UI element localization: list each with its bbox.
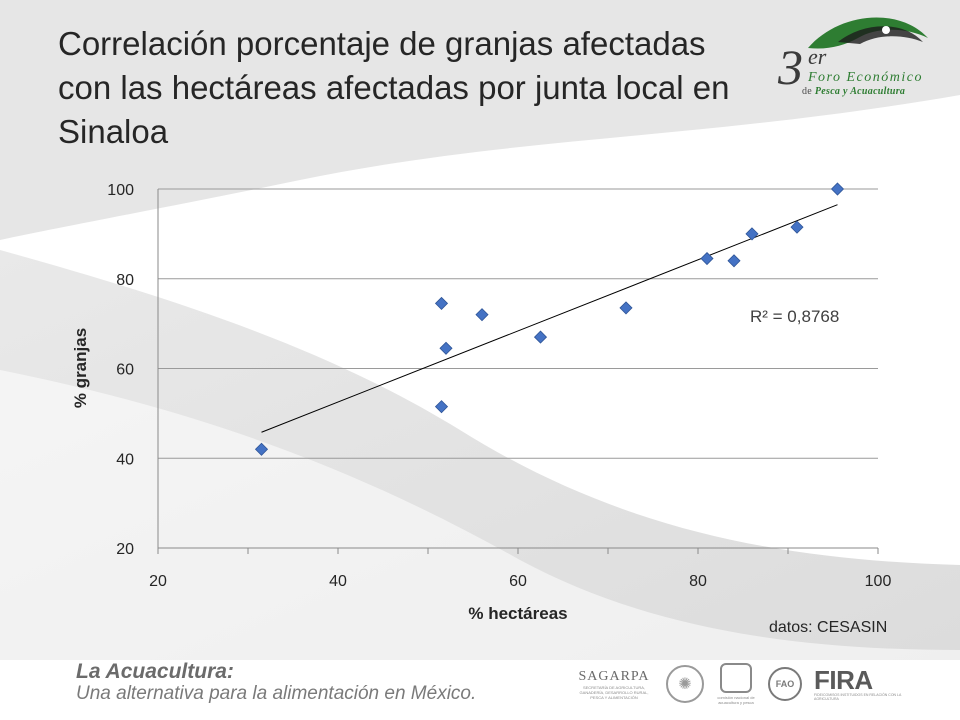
data-point [745,227,759,241]
data-point [434,296,449,310]
conapesca-logo-icon [720,663,752,693]
data-point [790,220,804,234]
y-axis-label: % granjas [71,328,90,408]
points-group [254,182,845,456]
y-tick-label: 100 [107,182,134,199]
logo-line1: Foro Económico [808,70,923,85]
sagarpa-logo: SAGARPA SECRETARÍA DE AGRICULTURA, GANAD… [574,669,654,700]
fao-logo-icon: FAO [768,667,802,701]
logo-number: 3 [778,39,803,95]
data-point [830,182,845,196]
tick-labels: 20 40 60 80 100 20 40 60 80 100 [107,182,891,590]
fira-description: FIDEICOMISOS INSTITUIDOS EN RELACIÓN CON… [814,693,902,701]
data-point [533,330,548,344]
axes [157,189,879,554]
x-tick-label: 20 [149,573,167,590]
data-point [475,308,489,322]
sagarpa-description: SECRETARÍA DE AGRICULTURA, GANADERÍA, DE… [579,684,649,700]
y-tick-label: 40 [116,451,134,468]
fish-swoosh-icon [808,17,928,49]
r-squared-annotation: R² = 0,8768 [750,307,839,326]
logo-suffix: er [808,44,827,69]
gridlines [158,188,878,459]
slide-title: Correlación porcentaje de granjas afecta… [58,25,730,150]
x-tick-label: 40 [329,573,347,590]
foro-economico-logo: 3 er Foro Económico de Pesca y Acuacultu… [768,8,948,108]
data-point [619,301,633,315]
data-source: datos: CESASIN [769,619,888,636]
partner-logos: SAGARPA SECRETARÍA DE AGRICULTURA, GANAD… [574,660,910,708]
y-tick-label: 60 [116,362,134,379]
data-point [439,341,453,355]
x-tick-label: 60 [509,573,527,590]
y-tick-label: 80 [116,272,134,289]
mexico-seal-icon: ✺ [666,665,704,703]
data-point [727,254,741,268]
sagarpa-name: SAGARPA [578,668,650,684]
fira-logo: FIRA FIDEICOMISOS INSTITUIDOS EN RELACIÓ… [814,667,910,701]
fira-name: FIRA [814,665,873,695]
x-tick-label: 80 [689,573,707,590]
y-tick-label: 20 [116,541,134,558]
data-point [254,442,269,456]
trendline-group [261,204,838,433]
x-axis-label: % hectáreas [468,604,567,623]
logo-line2: de Pesca y Acuacultura [802,86,906,97]
conapesca-description: comisión nacional de acuacultura y pesca [717,695,755,705]
x-tick-label: 100 [865,573,892,590]
data-point [434,400,449,414]
trendline [261,204,838,433]
conapesca-logo: comisión nacional de acuacultura y pesca [716,663,756,705]
footer-title: La Acuacultura: [76,660,234,683]
footer-subtitle: Una alternativa para la alimentación en … [76,683,477,704]
data-point [700,251,714,266]
